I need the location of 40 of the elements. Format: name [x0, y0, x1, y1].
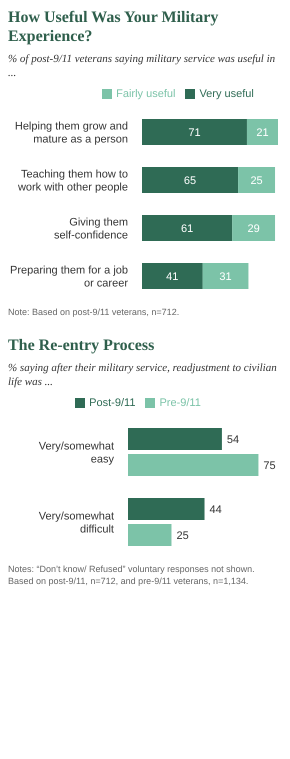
- bar: [238, 167, 276, 193]
- bar: [128, 454, 258, 476]
- chart-subtitle: % saying after their military service, readjustment to civilian life was ...: [8, 361, 278, 389]
- bar: [246, 119, 278, 145]
- y-tick-label: Preparing them for a job or career: [10, 264, 128, 290]
- data-label: 21: [256, 126, 269, 139]
- bar: [142, 167, 238, 193]
- data-label: 29: [247, 222, 260, 235]
- data-label: 25: [176, 530, 189, 542]
- bar: [142, 263, 203, 289]
- text: Note: Based on post-9/11 veterans, n=712.: [8, 306, 180, 318]
- legend-label: Fairly useful: [116, 88, 176, 100]
- legend-label: Post-9/11: [89, 397, 136, 409]
- data-label: 71: [188, 126, 201, 139]
- data-label: 65: [184, 174, 196, 187]
- bar: [202, 263, 248, 289]
- data-label: 44: [210, 504, 222, 516]
- bar: [232, 215, 276, 241]
- text: Notes: “Don’t know/ Refused” voluntary responses not shown. Based on post-9/11, n=712, and pre-9/11 veterans, n=1,134.: [8, 563, 256, 587]
- bar: [142, 119, 247, 145]
- y-tick-label: Very/somewhat difficult: [38, 510, 114, 536]
- legend-label: Very useful: [199, 88, 254, 100]
- bar: [142, 215, 232, 241]
- chart-subtitle: % of post-9/11 veterans saying military service was useful in ...: [8, 52, 276, 80]
- y-tick-label: Very/somewhat easy: [38, 440, 114, 466]
- chart-title: How Useful Was Your Military Experience?: [8, 8, 220, 46]
- data-label: 25: [250, 174, 263, 187]
- bar: [128, 524, 172, 546]
- y-tick-label: Giving them self-confidence: [54, 216, 128, 242]
- data-label: 54: [226, 434, 240, 446]
- bar: [128, 428, 222, 450]
- y-tick-label: Helping them grow and mature as a person: [14, 120, 128, 146]
- chart-title: The Re-entry Process: [8, 336, 156, 355]
- data-label: 41: [166, 270, 178, 283]
- bar: [128, 498, 205, 520]
- y-tick-label: Teaching them how to work with other people: [16, 168, 128, 194]
- data-label: 75: [263, 460, 276, 472]
- data-label: 61: [180, 222, 194, 235]
- data-label: 31: [219, 270, 232, 283]
- legend-label: Pre-9/11: [159, 397, 201, 409]
